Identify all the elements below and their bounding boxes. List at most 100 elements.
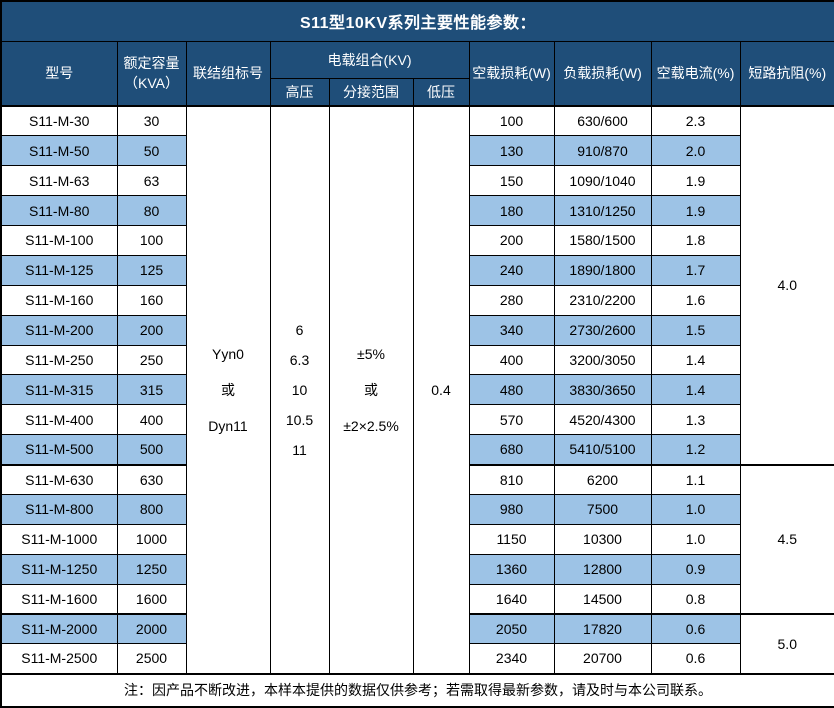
cell-no-load-current: 2.3 (650, 105, 741, 137)
cell-no-load-current: 1.8 (650, 225, 741, 256)
cell-load-loss: 2730/2600 (553, 314, 652, 346)
table-row: S11-M-125 125 240 1890/1800 1.7 (0, 254, 834, 286)
cell-model: S11-M-160 (0, 284, 118, 316)
cell-no-load-current: 1.0 (650, 523, 741, 555)
cell-capacity: 80 (116, 195, 187, 226)
cell-model: S11-M-63 (0, 165, 118, 197)
column-header-capacity: 额定容量 （KVA） (116, 40, 187, 107)
cell-capacity: 125 (116, 254, 187, 286)
cell-load-loss: 6200 (553, 463, 652, 495)
cell-model: S11-M-50 (0, 135, 118, 167)
cell-load-loss: 1090/1040 (553, 165, 652, 197)
table-footer: 注：因产品不断改进，本样本提供的数据仅供参考；若需取得最新参数，请及时与本公司联… (0, 672, 834, 708)
table-body: S11-M-30 30 Yyn0 或 Dyn11 6 6.3 10 10.5 11 ±5… (0, 105, 834, 675)
table-row: S11-M-30 30 Yyn0 或 Dyn11 6 6.3 10 10.5 11 ±5… (0, 105, 834, 675)
cell-no-load-loss: 340 (468, 314, 555, 346)
cell-model: S11-M-125 (0, 254, 118, 286)
cell-capacity: 500 (116, 434, 187, 465)
cell-no-load-current: 1.9 (650, 165, 741, 197)
cell-model: S11-M-2000 (0, 612, 118, 645)
cell-no-load-current: 1.4 (650, 374, 741, 406)
cell-capacity: 800 (116, 493, 187, 525)
cell-load-loss: 630/600 (553, 105, 652, 137)
cell-capacity: 1000 (116, 523, 187, 555)
cell-model: S11-M-500 (0, 434, 118, 465)
cell-model: S11-M-30 (0, 105, 118, 137)
cell-model: S11-M-100 (0, 225, 118, 256)
table-row: S11-M-1600 1600 1640 14500 0.8 (0, 583, 834, 615)
cell-impedance: 5.0 (739, 612, 834, 675)
table-row: S11-M-500 500 680 5410/5100 1.2 (0, 434, 834, 465)
cell-tap-range: ±5% 或 ±2×2.5% (328, 105, 414, 675)
cell-load-loss: 20700 (553, 643, 652, 675)
cell-capacity: 250 (116, 344, 187, 376)
cell-no-load-loss: 130 (468, 135, 555, 167)
column-header-no-load-current: 空载电流(%) (650, 40, 741, 107)
header-row-1: 型号 额定容量 （KVA） 联结组标号 电载组合(KV) 空载损耗(W) 负载损… (0, 40, 834, 107)
cell-no-load-loss: 680 (468, 434, 555, 465)
cell-no-load-loss: 980 (468, 493, 555, 525)
column-header-lv: 低压 (412, 77, 470, 107)
cell-no-load-loss: 480 (468, 374, 555, 406)
cell-capacity: 100 (116, 225, 187, 256)
cell-load-loss: 12800 (553, 553, 652, 585)
cell-capacity: 1600 (116, 583, 187, 615)
cell-no-load-current: 1.6 (650, 284, 741, 316)
cell-no-load-loss: 2050 (468, 612, 555, 645)
cell-no-load-current: 0.8 (650, 583, 741, 615)
cell-model: S11-M-1600 (0, 583, 118, 615)
cell-no-load-loss: 570 (468, 404, 555, 436)
cell-no-load-current: 1.0 (650, 493, 741, 525)
cell-load-loss: 17820 (553, 612, 652, 645)
cell-load-loss: 3200/3050 (553, 344, 652, 376)
cell-no-load-loss: 2340 (468, 643, 555, 675)
cell-capacity: 2000 (116, 612, 187, 645)
table-row: S11-M-100 100 200 1580/1500 1.8 (0, 225, 834, 256)
cell-no-load-loss: 400 (468, 344, 555, 376)
cell-no-load-current: 1.3 (650, 404, 741, 436)
cell-no-load-current: 1.4 (650, 344, 741, 376)
cell-load-loss: 7500 (553, 493, 652, 525)
cell-load-loss: 3830/3650 (553, 374, 652, 406)
header-row-2: 高压 分接范围 低压 (1, 77, 834, 107)
cell-connection: Yyn0 或 Dyn11 (185, 105, 271, 675)
cell-model: S11-M-800 (0, 493, 118, 525)
column-header-hv: 高压 (269, 77, 330, 107)
table-row: S11-M-800 800 980 7500 1.0 (0, 493, 834, 525)
cell-no-load-current: 1.7 (650, 254, 741, 286)
cell-load-loss: 1580/1500 (553, 225, 652, 256)
table-row: S11-M-400 400 570 4520/4300 1.3 (0, 404, 834, 436)
table-row: S11-M-63 63 150 1090/1040 1.9 (0, 165, 834, 197)
table-row: S11-M-2500 2500 2340 20700 0.6 (0, 643, 834, 675)
cell-no-load-loss: 280 (468, 284, 555, 316)
cell-no-load-current: 1.1 (650, 463, 741, 495)
column-header-impedance: 短路抗阻(%) (739, 40, 834, 107)
column-header-model: 型号 (0, 40, 118, 107)
cell-no-load-current: 1.5 (650, 314, 741, 346)
cell-load-loss: 1890/1800 (553, 254, 652, 286)
table-row: S11-M-250 250 400 3200/3050 1.4 (0, 344, 834, 376)
column-header-tap-range: 分接范围 (328, 77, 414, 107)
cell-capacity: 200 (116, 314, 187, 346)
cell-load-loss: 4520/4300 (553, 404, 652, 436)
column-header-no-load-loss: 空载损耗(W) (468, 40, 555, 107)
table-row: S11-M-1250 1250 1360 12800 0.9 (0, 553, 834, 585)
cell-no-load-current: 1.9 (650, 195, 741, 226)
table-row: S11-M-200 200 340 2730/2600 1.5 (0, 314, 834, 346)
cell-no-load-loss: 1360 (468, 553, 555, 585)
cell-no-load-loss: 1150 (468, 523, 555, 555)
cell-capacity: 160 (116, 284, 187, 316)
cell-no-load-loss: 1640 (468, 583, 555, 615)
column-header-connection: 联结组标号 (185, 40, 271, 107)
table-row: S11-M-2000 2000 2050 17820 0.6 5.0 (0, 612, 834, 675)
cell-no-load-current: 0.6 (650, 643, 741, 675)
table-row: S11-M-160 160 280 2310/2200 1.6 (0, 284, 834, 316)
cell-model: S11-M-80 (0, 195, 118, 226)
column-header-voltage-group: 电载组合(KV) (269, 40, 470, 79)
cell-no-load-current: 0.6 (650, 612, 741, 645)
table-header: S11型10KV系列主要性能参数： 型号 额定容量 （KVA） 联结组标号 电载… (0, 0, 834, 107)
cell-load-loss: 5410/5100 (553, 434, 652, 465)
cell-no-load-current: 2.0 (650, 135, 741, 167)
footer-note: 注：因产品不断改进，本样本提供的数据仅供参考；若需取得最新参数，请及时与本公司联… (0, 672, 834, 708)
